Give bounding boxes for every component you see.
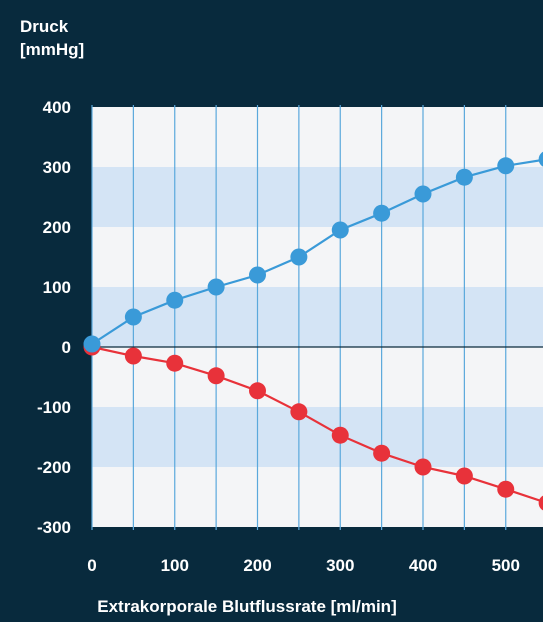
y-tick-label: 400: [43, 98, 71, 117]
data-point: [124, 308, 142, 326]
data-point: [166, 291, 184, 309]
y-tick-label: 200: [43, 218, 71, 237]
data-point: [497, 480, 515, 498]
plot-bands: [92, 107, 543, 527]
x-tick-label: 0: [87, 556, 96, 575]
data-point: [331, 221, 349, 239]
plot-band: [92, 227, 543, 287]
plot-band: [92, 467, 543, 527]
series-group: [83, 151, 543, 511]
data-point: [373, 444, 391, 462]
plot-band: [92, 107, 543, 167]
vertical-gridlines: [91, 105, 507, 530]
data-point: [455, 168, 473, 186]
x-tick-label: 300: [326, 556, 354, 575]
y-tick-label: 100: [43, 278, 71, 297]
plot-band: [92, 347, 543, 407]
data-point: [83, 335, 101, 353]
data-point: [207, 367, 225, 385]
plot-band: [92, 407, 543, 467]
x-tick-label: 500: [492, 556, 520, 575]
data-point: [538, 151, 543, 167]
plot-band: [92, 287, 543, 347]
x-tick-label: 200: [243, 556, 271, 575]
data-point: [290, 248, 308, 266]
y-tick-label: -200: [37, 458, 71, 477]
x-tick-label: 400: [409, 556, 437, 575]
data-point: [249, 382, 266, 400]
y-tick-label: -100: [37, 398, 71, 417]
data-point: [373, 204, 391, 222]
data-point: [290, 403, 308, 421]
y-axis-ticks: 400 300 200 100 0 -100 -200 -300: [37, 98, 71, 537]
y-tick-label: 0: [62, 338, 71, 357]
y-axis-label-line-2: [mmHg]: [20, 40, 84, 59]
x-axis-label: Extrakorporale Blutflussrate [ml/min]: [97, 597, 396, 616]
data-point: [455, 467, 473, 485]
y-tick-label: 300: [43, 158, 71, 177]
data-point: [538, 495, 543, 511]
data-point: [497, 157, 515, 175]
plot-band: [92, 167, 543, 227]
x-tick-label: 100: [161, 556, 189, 575]
series: [83, 151, 543, 353]
data-point: [166, 354, 184, 372]
data-point: [207, 278, 225, 296]
data-point: [414, 185, 432, 203]
data-point: [249, 266, 266, 284]
data-point: [124, 347, 142, 365]
y-tick-label: -300: [37, 518, 71, 537]
x-axis-ticks: 0 100 200 300 400 500: [87, 556, 520, 575]
data-point: [414, 458, 432, 476]
y-axis-label-line-1: Druck: [20, 17, 69, 36]
data-point: [331, 426, 349, 444]
